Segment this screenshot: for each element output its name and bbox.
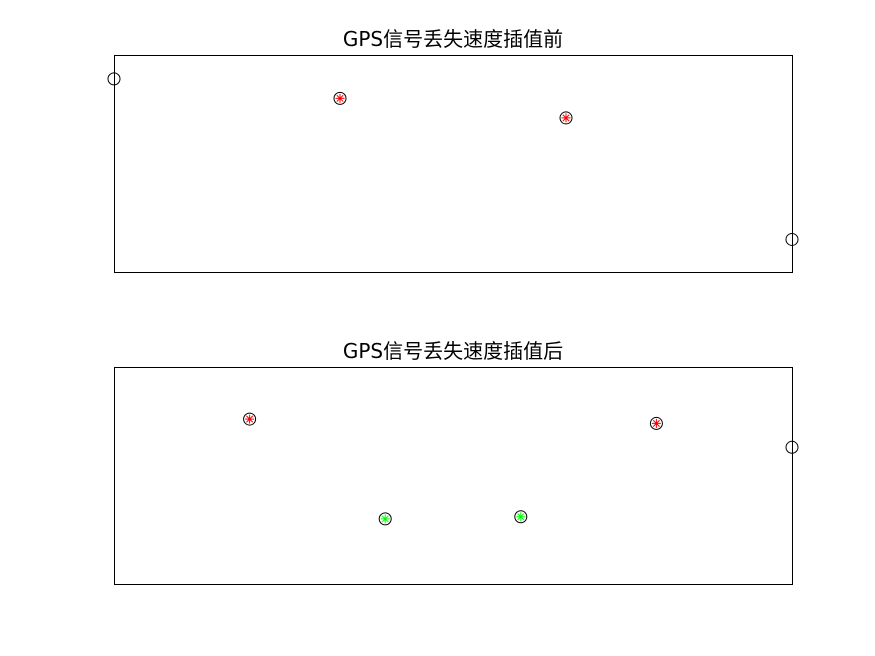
- marker-star: [335, 93, 345, 103]
- data-point: [514, 510, 528, 524]
- data-point: [378, 512, 392, 526]
- data-point: [559, 111, 573, 125]
- chart-title-after: GPS信号丢失速度插值后: [343, 339, 563, 363]
- data-point: [107, 72, 121, 86]
- markers-before: [107, 72, 799, 246]
- marker-circle: [785, 232, 799, 246]
- marker-circle: [378, 512, 392, 526]
- data-point: [243, 412, 257, 426]
- axes-after: GPS信号丢失速度插值后: [114, 339, 799, 585]
- marker-circle: [785, 440, 799, 454]
- marker-star: [561, 113, 571, 123]
- marker-circle: [107, 72, 121, 86]
- data-point: [649, 416, 663, 430]
- data-point: [333, 91, 347, 105]
- chart-title-before: GPS信号丢失速度插值前: [343, 27, 563, 51]
- marker-star: [245, 414, 255, 424]
- axes-after-box: [114, 367, 793, 585]
- data-point: [785, 232, 799, 246]
- axes-before: GPS信号丢失速度插值前: [107, 27, 799, 273]
- marker-star: [380, 514, 390, 524]
- marker-star: [516, 512, 526, 522]
- data-point: [785, 440, 799, 454]
- marker-circle: [514, 510, 528, 524]
- marker-circle: [559, 111, 573, 125]
- axes-before-box: [114, 55, 793, 273]
- marker-circle: [243, 412, 257, 426]
- marker-star: [651, 418, 661, 428]
- markers-after: [243, 412, 799, 526]
- marker-circle: [649, 416, 663, 430]
- marker-circle: [333, 91, 347, 105]
